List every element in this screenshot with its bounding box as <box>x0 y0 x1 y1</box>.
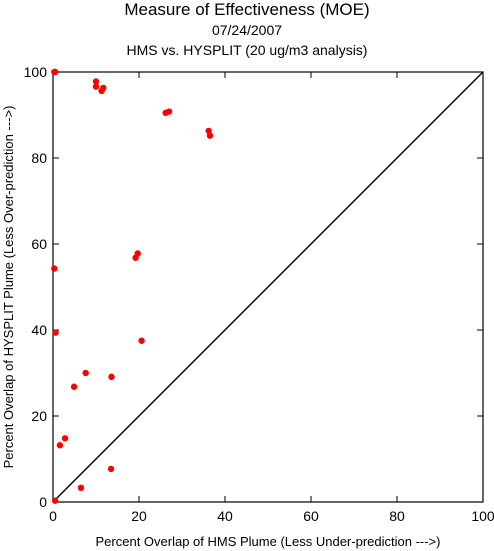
y-tick-label: 60 <box>31 236 47 252</box>
data-point <box>165 108 173 115</box>
data-point <box>92 78 100 85</box>
data-point <box>82 369 89 377</box>
data-point <box>51 265 58 272</box>
y-axis-ticks: 0 20 40 60 80 100 <box>24 64 483 510</box>
plot-frame <box>52 71 484 503</box>
chart-title: Measure of Effectiveness (MOE) <box>124 0 370 19</box>
data-point <box>56 442 64 449</box>
data-point <box>61 435 69 442</box>
x-tick-label: 80 <box>389 508 405 524</box>
x-tick-label: 40 <box>217 508 233 524</box>
x-tick-label: 60 <box>303 508 319 524</box>
x-tick-label: 20 <box>131 508 147 524</box>
data-points <box>51 68 214 504</box>
x-tick-label: 0 <box>49 508 57 524</box>
y-tick-label: 40 <box>31 322 47 338</box>
data-point <box>70 383 78 390</box>
data-point <box>51 68 59 76</box>
chart-date: 07/24/2007 <box>211 22 283 38</box>
data-point <box>92 83 100 90</box>
data-point <box>98 87 105 95</box>
data-point <box>77 484 85 492</box>
data-point <box>138 337 145 344</box>
y-tick-label: 100 <box>24 64 48 80</box>
data-point <box>51 497 59 504</box>
x-tick-label: 100 <box>471 508 494 524</box>
x-axis-ticks: 0 20 40 60 80 100 <box>49 72 494 524</box>
y-tick-label: 80 <box>31 150 47 166</box>
data-point <box>107 465 115 473</box>
y-axis-label: Percent Overlap of HYSPLIT Plume (Less O… <box>1 106 16 469</box>
diagonal-reference-line <box>52 71 484 503</box>
x-axis-label: Percent Overlap of HMS Plume (Less Under… <box>96 534 441 549</box>
data-point <box>206 132 214 139</box>
data-point <box>108 373 115 381</box>
y-tick-label: 20 <box>31 408 47 424</box>
chart-subtitle: HMS vs. HYSPLIT (20 ug/m3 analysis) <box>126 42 368 58</box>
data-point <box>52 329 59 336</box>
data-point <box>132 254 139 261</box>
y-tick-label: 0 <box>39 494 47 510</box>
